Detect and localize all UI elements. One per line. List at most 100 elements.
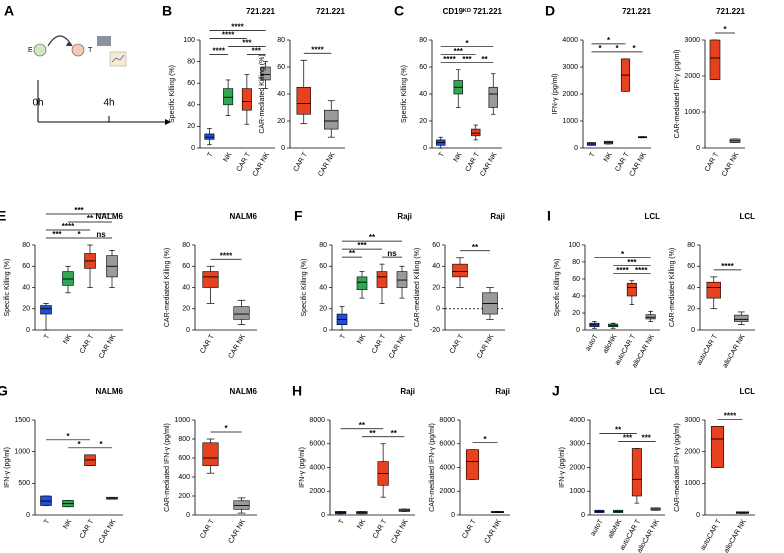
significance-label: * xyxy=(465,39,469,48)
significance-label: * xyxy=(77,230,81,239)
significance-label: * xyxy=(723,25,727,34)
panel-letter: I xyxy=(547,208,551,224)
significance-label: *** xyxy=(74,206,84,215)
chart-title: LCL xyxy=(649,387,665,396)
readout-curve xyxy=(111,54,125,63)
x-tick-label: CAR NK xyxy=(228,333,247,360)
chart: Raji CAR-mediated Killing (%) -20 0 20 40 60 CA… xyxy=(414,212,505,360)
x-tick-label: alloNK xyxy=(607,518,624,540)
significance-label: *** xyxy=(454,47,464,56)
box xyxy=(396,271,408,288)
y-tick-label: 80 xyxy=(182,242,190,249)
y-axis-label: CAR-mediated IFN-γ (pg/ml) xyxy=(429,423,436,512)
significance-label: * xyxy=(607,36,611,45)
chart: 721.221 CAR-mediated Killing (%) 0 20 40 60 80… xyxy=(259,7,346,178)
y-tick-label: 20 xyxy=(319,306,327,313)
y-tick-label: -20 xyxy=(430,327,440,334)
x-tick-label: CAR NK xyxy=(629,151,648,178)
significance-label: **** xyxy=(213,47,226,56)
chart-title: NALM6 xyxy=(95,212,123,221)
y-tick-label: 0 xyxy=(186,327,190,334)
y-tick-label: 4000 xyxy=(562,37,578,44)
schematic: A E T 0h 4h xyxy=(4,3,171,125)
y-axis-label: Specific Killing (%) xyxy=(301,259,308,317)
box xyxy=(709,39,721,80)
significance-label: *** xyxy=(252,47,262,56)
significance-label: *** xyxy=(462,55,472,64)
y-tick-label: 40 xyxy=(187,102,195,109)
y-tick-label: 60 xyxy=(22,263,30,270)
y-tick-label: 1000 xyxy=(684,109,700,116)
y-tick-label: 40 xyxy=(277,91,285,98)
x-tick-label: CAR T xyxy=(614,151,631,173)
box xyxy=(233,500,250,510)
y-axis-label: Specific Killing (%) xyxy=(401,65,408,123)
x-tick-label: NK xyxy=(62,518,73,530)
y-axis-label: IFN-γ (pg/ml) xyxy=(299,447,306,488)
y-tick-label: 20 xyxy=(277,118,285,125)
significance-label: ** xyxy=(349,249,356,258)
chart: C CD19ᴷᴼ 721.221 Specific Killing (%) 0 20 40… xyxy=(394,3,503,178)
y-tick-label: 40 xyxy=(432,263,440,270)
box xyxy=(40,305,52,315)
chart: H Raji IFN-γ (pg/ml) 0 2000 4000 6000 8000 T NK CA… xyxy=(292,383,415,545)
x-tick-label: autoT xyxy=(585,333,600,353)
box xyxy=(356,276,368,290)
time-label: 0h xyxy=(32,98,43,109)
y-axis-label: Specific Killing (%) xyxy=(554,259,561,317)
chart-title: NALM6 xyxy=(229,212,257,221)
significance-label: *** xyxy=(642,434,652,443)
chart-title: 721.221 xyxy=(316,7,345,16)
box xyxy=(710,426,725,468)
significance-label: **** xyxy=(231,23,244,32)
y-tick-label: 80 xyxy=(187,58,195,65)
y-tick-label: 60 xyxy=(277,64,285,71)
significance-label: * xyxy=(598,44,602,53)
y-axis-label: CAR-mediated IFN-γ (pg/ml) xyxy=(674,50,681,139)
y-tick-label: 60 xyxy=(187,80,195,87)
significance-label: * xyxy=(77,440,81,449)
x-tick-label: CAR NK xyxy=(228,518,247,545)
panel-letter: B xyxy=(162,3,172,19)
y-tick-label: 0 xyxy=(423,145,427,152)
significance-label: **** xyxy=(635,266,648,275)
panel-letter: F xyxy=(294,208,303,224)
y-axis-label: CAR-mediated Killing (%) xyxy=(164,248,171,327)
chart-title: Raji xyxy=(490,212,505,221)
y-tick-label: 4000 xyxy=(439,464,455,471)
x-tick-label: T xyxy=(43,333,52,341)
significance-label: **** xyxy=(222,31,235,40)
y-tick-label: 1000 xyxy=(569,488,585,495)
y-tick-label: 3000 xyxy=(684,37,700,44)
significance-label: ** xyxy=(369,233,376,242)
target-cell xyxy=(71,43,85,57)
y-tick-label: 2000 xyxy=(439,488,455,495)
significance-label: **** xyxy=(220,251,233,260)
significance-label: **** xyxy=(724,411,737,420)
y-tick-label: 80 xyxy=(687,242,695,249)
effector-label: E xyxy=(28,47,33,54)
y-tick-label: 0 xyxy=(321,512,325,519)
significance-label: *** xyxy=(627,258,637,267)
significance-label: **** xyxy=(616,266,629,275)
x-tick-label: CAR NK xyxy=(252,151,271,178)
y-tick-label: 60 xyxy=(572,276,580,283)
chart-title: LCL xyxy=(739,387,755,396)
significance-label: ns xyxy=(96,230,106,239)
box xyxy=(233,306,250,320)
significance-label: *** xyxy=(242,39,252,48)
x-tick-label: CAR T xyxy=(371,333,388,355)
chart-title: LCL xyxy=(644,212,660,221)
y-tick-label: 40 xyxy=(319,284,327,291)
significance-label: * xyxy=(615,44,619,53)
significance-label: *** xyxy=(52,230,62,239)
y-tick-label: 600 xyxy=(178,455,190,462)
chart: D 721.221 IFN-γ (pg/ml) 0 1000 2000 3000 4000 T N… xyxy=(545,3,652,178)
y-axis-label: IFN-γ (pg/ml) xyxy=(4,447,11,488)
y-tick-label: 60 xyxy=(182,263,190,270)
y-axis-label: CAR-mediated IFN-γ (pg/ml) xyxy=(164,423,171,512)
chart-title: NALM6 xyxy=(229,387,257,396)
box xyxy=(223,88,234,106)
y-tick-label: 80 xyxy=(419,37,427,44)
